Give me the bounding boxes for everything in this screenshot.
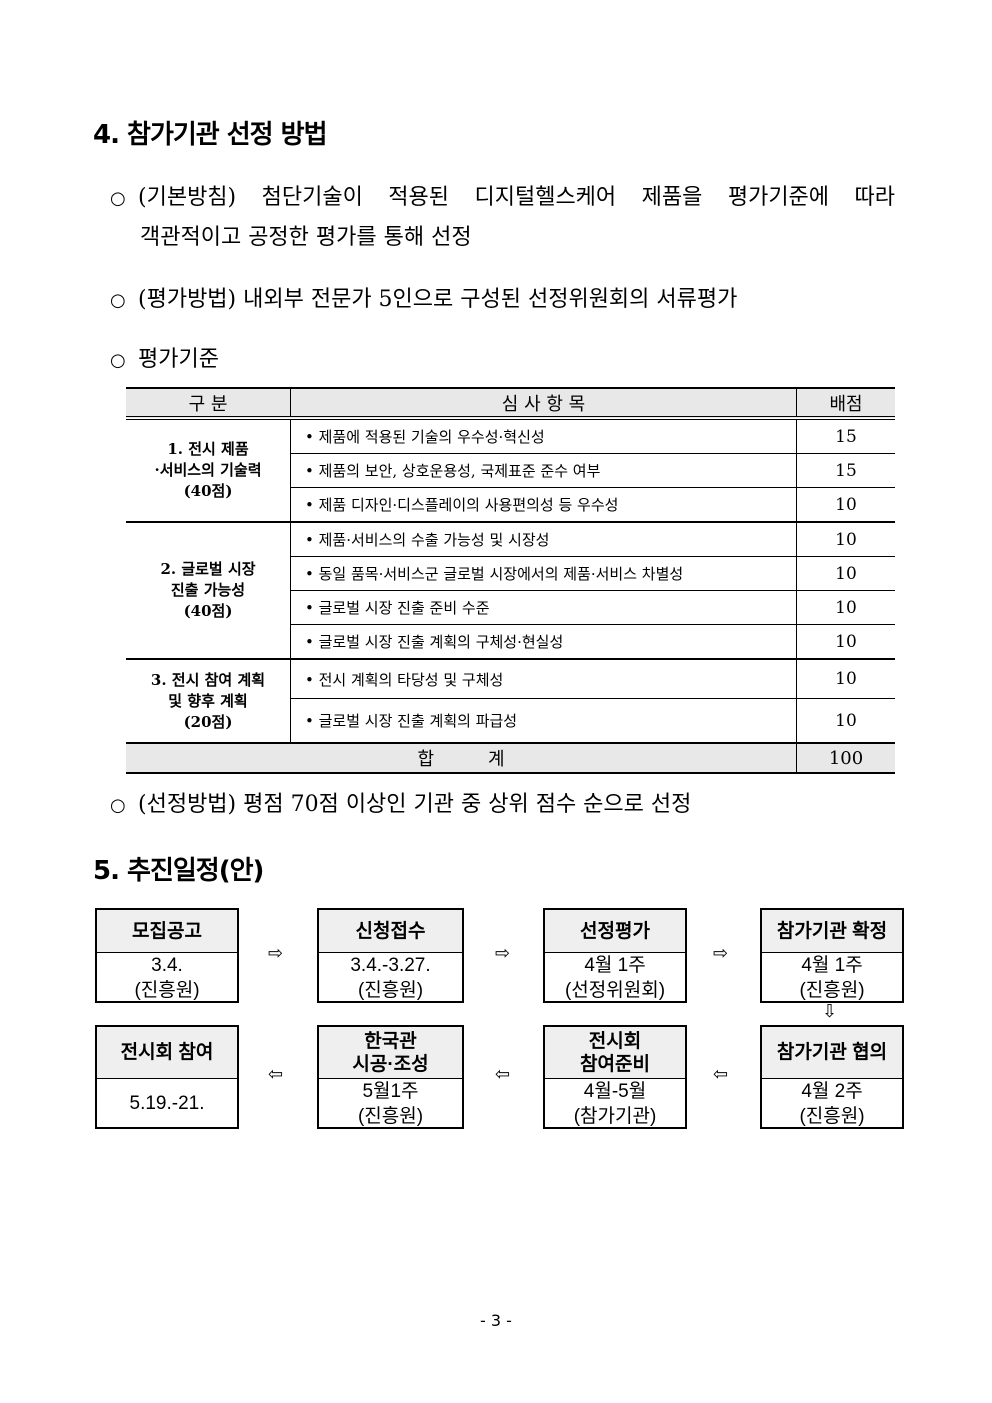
category-line: 진출 가능성 — [170, 581, 246, 599]
total-score: 100 — [796, 742, 895, 774]
step-body: 3.4. (진흥원) — [134, 954, 200, 1001]
table-row: • 글로벌 시장 진출 계획의 파급성 10 — [126, 698, 895, 744]
table-row: 3. 전시 참여 계획 및 향후 계획 (20점) • 전시 계획의 타당성 및… — [126, 658, 895, 744]
item-cell: • 전시 계획의 타당성 및 구체성 — [290, 658, 797, 699]
schedule-step-evaluation: 선정평가 4월 1주 (선정위원회) — [543, 908, 687, 1003]
step-title: 선정평가 — [545, 910, 685, 953]
category-line: ·서비스의 기술력 — [154, 461, 262, 479]
bullet-selection-method: (선정방법) 평점 70점 이상인 기관 중 상위 점수 순으로 선정 — [138, 792, 692, 817]
category-line: (20점) — [183, 712, 233, 731]
schedule-step-consultation: 참가기관 협의 4월 2주 (진흥원) — [760, 1025, 904, 1129]
table-row: • 동일 품목·서비스군 글로벌 시장에서의 제품·서비스 차별성 10 — [126, 556, 895, 591]
category-line: (40점) — [183, 482, 233, 500]
bullet-circle-icon: ○ — [110, 290, 126, 311]
score-cell: 10 — [796, 658, 895, 699]
step-body: 4월 1주 (선정위원회) — [564, 954, 666, 1001]
step-title: 전시회 참여 — [97, 1027, 237, 1079]
schedule-step-construction: 한국관 시공·조성 5월1주 (진흥원) — [317, 1025, 464, 1129]
category-line: 2. 글로벌 시장 — [160, 560, 256, 578]
bullet-eval-method: (평가방법) 내외부 전문가 5인으로 구성된 선정위원회의 서류평가 — [138, 287, 738, 312]
item-cell: • 제품의 보안, 상호운용성, 국제표준 준수 여부 — [290, 453, 797, 488]
category-cell: 3. 전시 참여 계획 및 향후 계획 (20점) — [126, 658, 291, 744]
bullet-basic-policy-line2: 객관적이고 공정한 평가를 통해 선정 — [140, 225, 472, 250]
section5-heading: 5. 추진일정(안) — [93, 856, 264, 886]
header-category: 구 분 — [126, 387, 291, 420]
step-title: 전시회 참여준비 — [545, 1027, 685, 1079]
score-cell: 10 — [796, 624, 895, 660]
item-cell: • 글로벌 시장 진출 준비 수준 — [290, 590, 797, 625]
header-score: 배점 — [796, 387, 895, 420]
table-row: 1. 전시 제품 ·서비스의 기술력 (40점) • 제품에 적용된 기술의 우… — [126, 417, 895, 523]
step-body: 4월 1주 (진흥원) — [799, 954, 865, 1001]
table-row: • 제품의 보안, 상호운용성, 국제표준 준수 여부 15 — [126, 453, 895, 488]
item-cell: • 제품 디자인·디스플레이의 사용편의성 등 우수성 — [290, 487, 797, 523]
schedule-step-confirm: 참가기관 확정 4월 1주 (진흥원) — [760, 908, 904, 1003]
section4-heading: 4. 참가기관 선정 방법 — [93, 120, 327, 150]
arrow-down-icon: ⇩ — [822, 1001, 838, 1022]
bullet-circle-icon: ○ — [110, 795, 126, 816]
step-title: 한국관 시공·조성 — [319, 1027, 462, 1079]
schedule-step-application: 신청접수 3.4.-3.27. (진흥원) — [317, 908, 464, 1003]
table-row: 2. 글로벌 시장 진출 가능성 (40점) • 제품·서비스의 수출 가능성 … — [126, 521, 895, 660]
arrow-right-icon: ⇨ — [268, 943, 284, 964]
schedule-step-exhibition: 전시회 참여 5.19.-21. — [95, 1025, 239, 1129]
category-line: 및 향후 계획 — [168, 691, 248, 710]
schedule-step-preparation: 전시회 참여준비 4월-5월 (참가기관) — [543, 1025, 687, 1129]
step-title: 참가기관 확정 — [762, 910, 902, 953]
category-cell: 2. 글로벌 시장 진출 가능성 (40점) — [126, 521, 291, 660]
score-cell: 10 — [796, 698, 895, 744]
category-line: 1. 전시 제품 — [167, 440, 249, 458]
arrow-left-icon: ⇦ — [268, 1064, 284, 1085]
step-title: 신청접수 — [319, 910, 462, 953]
item-cell: • 글로벌 시장 진출 계획의 구체성·현실성 — [290, 624, 797, 660]
score-cell: 15 — [796, 453, 895, 488]
step-body: 4월 2주 (진흥원) — [799, 1080, 865, 1127]
schedule-step-recruitment: 모집공고 3.4. (진흥원) — [95, 908, 239, 1003]
score-cell: 15 — [796, 417, 895, 454]
page-number: - 3 - — [480, 1311, 512, 1330]
step-body: 4월-5월 (참가기관) — [573, 1080, 657, 1127]
bullet-circle-icon: ○ — [110, 188, 126, 209]
total-row: 합 계 100 — [126, 742, 895, 774]
step-title: 모집공고 — [97, 910, 237, 953]
item-cell: • 글로벌 시장 진출 계획의 파급성 — [290, 698, 797, 744]
score-cell: 10 — [796, 556, 895, 591]
category-line: 3. 전시 참여 계획 — [150, 670, 266, 689]
arrow-left-icon: ⇦ — [495, 1064, 511, 1085]
arrow-right-icon: ⇨ — [713, 943, 729, 964]
total-label: 합 계 — [126, 742, 797, 774]
step-body: 3.4.-3.27. (진흥원) — [350, 954, 431, 1001]
arrow-left-icon: ⇦ — [713, 1064, 729, 1085]
step-body: 5.19.-21. — [129, 1093, 205, 1114]
arrow-right-icon: ⇨ — [495, 943, 511, 964]
item-cell: • 동일 품목·서비스군 글로벌 시장에서의 제품·서비스 차별성 — [290, 556, 797, 591]
item-cell: • 제품·서비스의 수출 가능성 및 시장성 — [290, 521, 797, 557]
table-header-row: 구 분 심 사 항 목 배점 — [126, 387, 895, 420]
bullet-eval-criteria: 평가기준 — [138, 347, 219, 372]
bullet-circle-icon: ○ — [110, 350, 126, 371]
item-cell: • 제품에 적용된 기술의 우수성·혁신성 — [290, 417, 797, 454]
score-cell: 10 — [796, 521, 895, 557]
category-line: (40점) — [183, 602, 233, 620]
header-item: 심 사 항 목 — [290, 387, 797, 420]
score-cell: 10 — [796, 590, 895, 625]
score-cell: 10 — [796, 487, 895, 523]
bullet-basic-policy-line1: (기본방침) 첨단기술이 적용된 디지털헬스케어 제품을 평가기준에 따라 — [138, 185, 895, 210]
table-row: • 글로벌 시장 진출 준비 수준 10 — [126, 590, 895, 625]
evaluation-criteria-table: 구 분 심 사 항 목 배점 1. 전시 제품 ·서비스의 기술력 (40점) … — [126, 387, 895, 774]
category-cell: 1. 전시 제품 ·서비스의 기술력 (40점) — [126, 417, 291, 523]
step-title: 참가기관 협의 — [762, 1027, 902, 1079]
step-body: 5월1주 (진흥원) — [357, 1080, 424, 1127]
